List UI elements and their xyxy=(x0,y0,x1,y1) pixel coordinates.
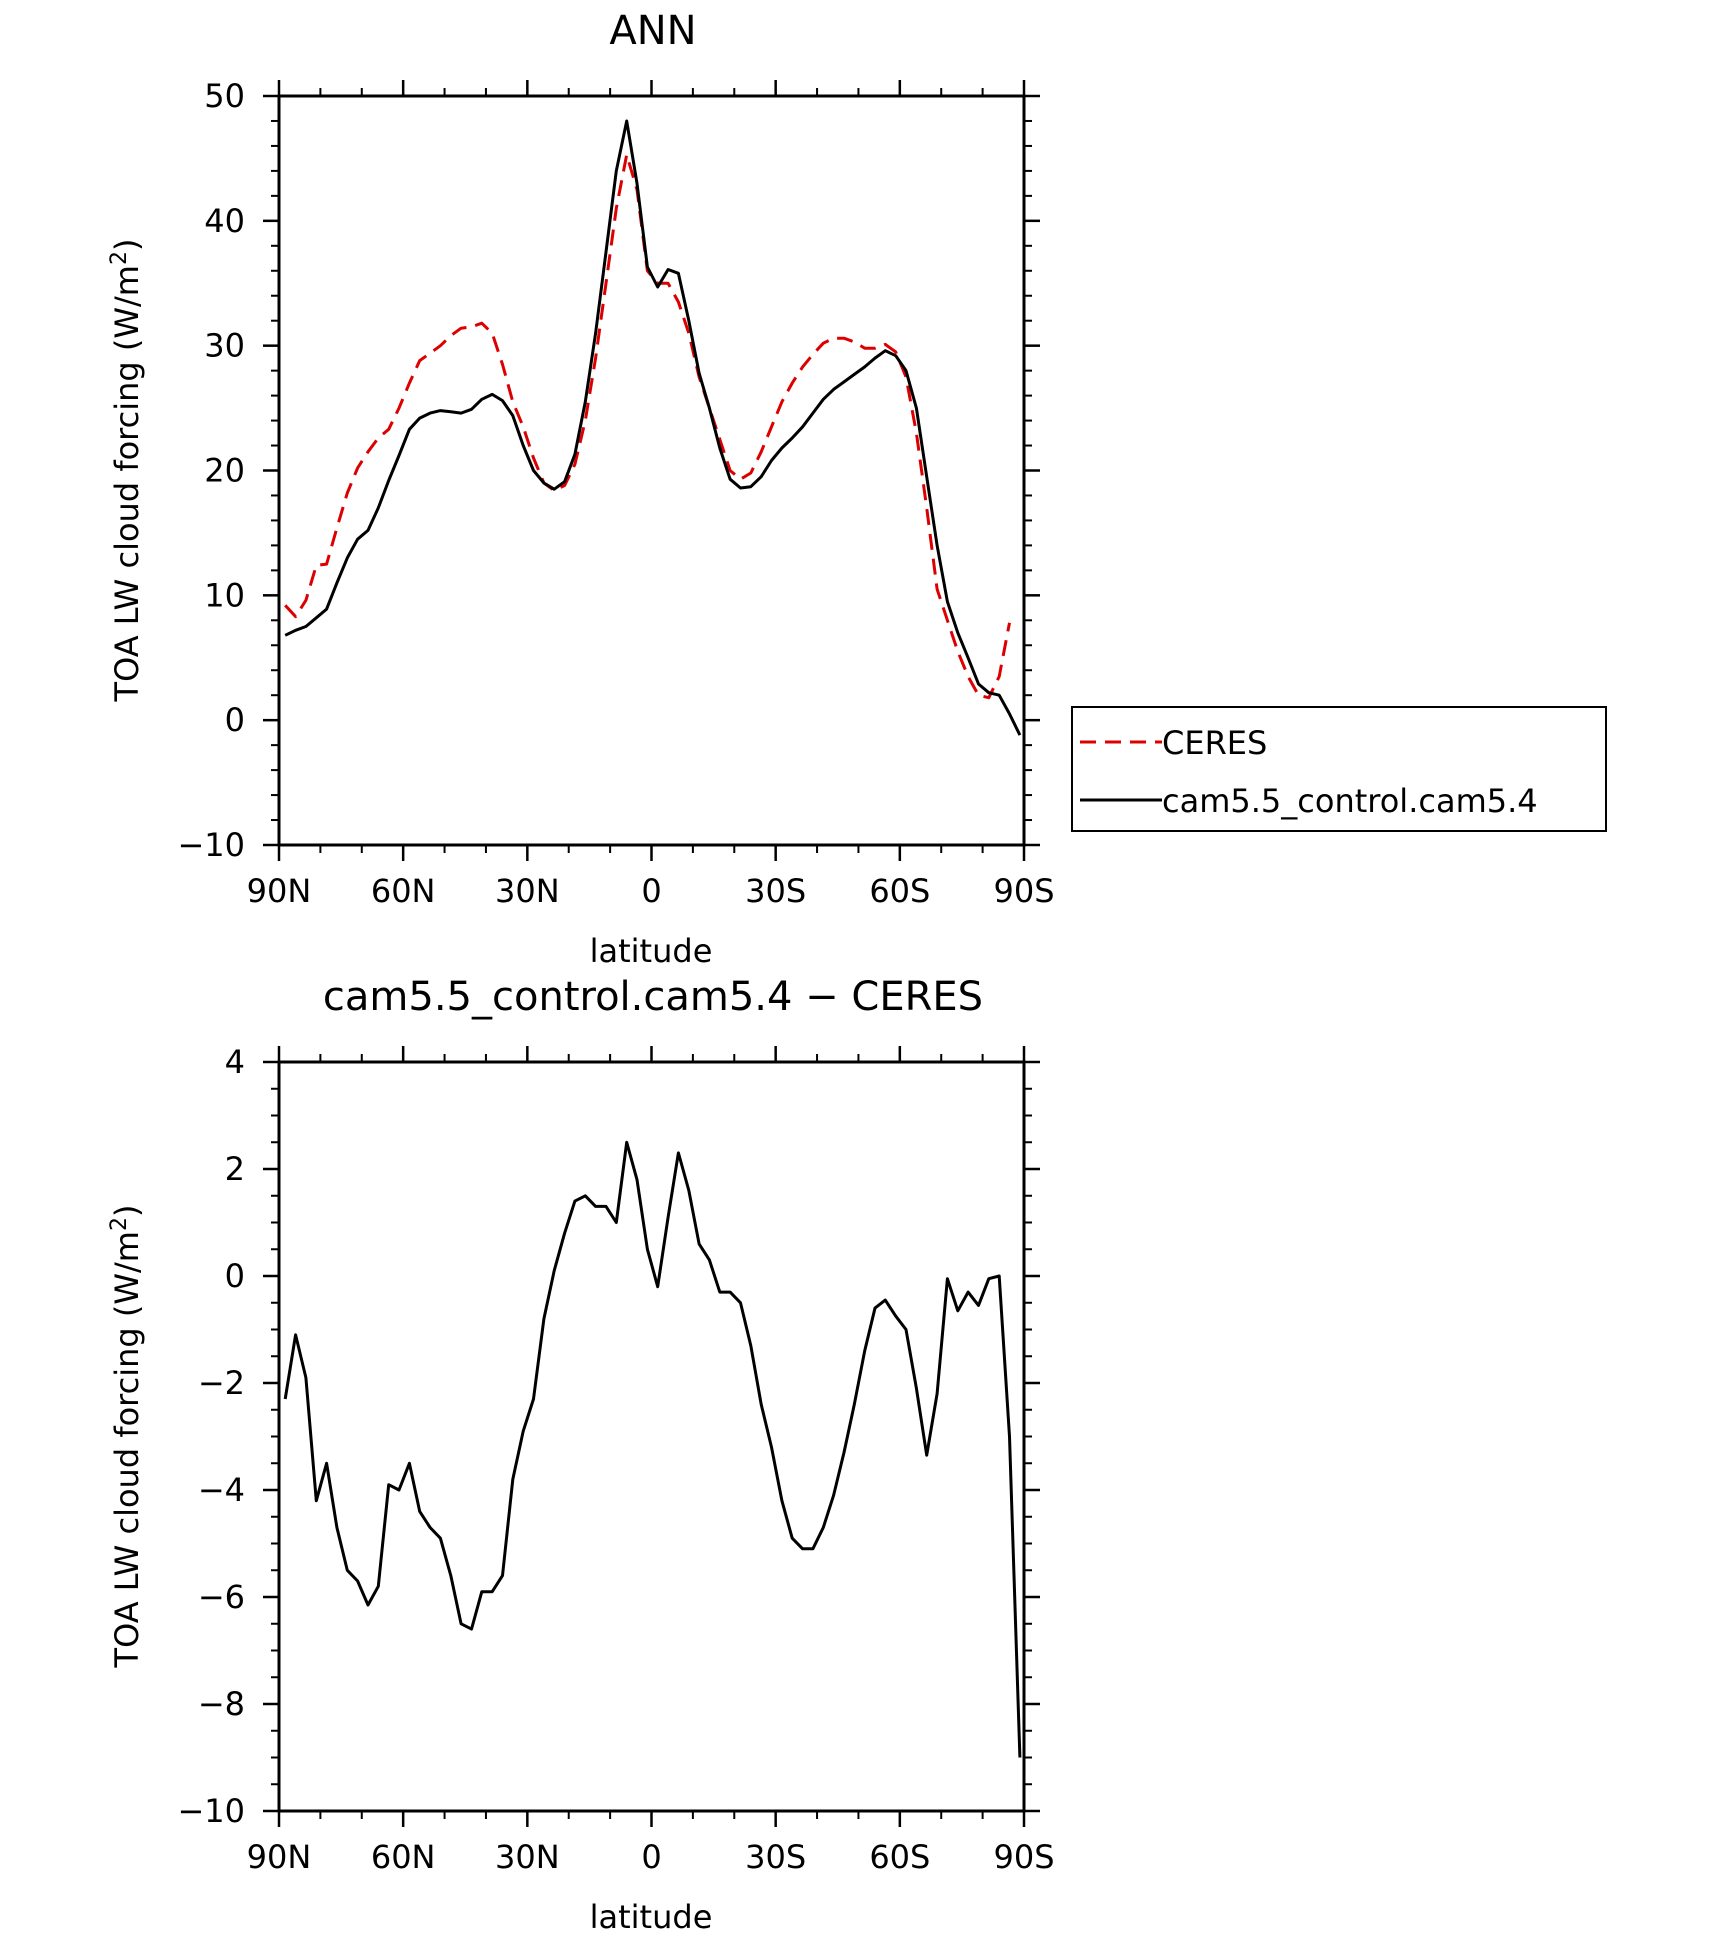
x-tick-label: 60S xyxy=(869,872,930,910)
x-tick-label: 90N xyxy=(247,872,312,910)
y-axis-label: TOA LW cloud forcing (W/m2) xyxy=(107,239,146,703)
series-line xyxy=(284,153,1011,700)
y-tick-label: 0 xyxy=(225,1257,245,1295)
y-axis-label: TOA LW cloud forcing (W/m2) xyxy=(107,1205,146,1669)
y-tick-label: 0 xyxy=(225,701,245,739)
x-tick-label: 90N xyxy=(247,1838,312,1876)
y-tick-label: 20 xyxy=(204,452,245,490)
y-tick-label: −2 xyxy=(198,1364,245,1402)
series-group xyxy=(284,119,1022,736)
y-tick-label: 10 xyxy=(204,576,245,614)
x-tick-label: 30S xyxy=(745,872,806,910)
tick-group: 90N 60N 30N 0 30S 60S 90S −10 0 10 20 30 40 50 xyxy=(177,77,1054,910)
x-tick-label: 60N xyxy=(371,1838,436,1876)
plot-frame xyxy=(277,1060,1026,1813)
y-tick-label: −6 xyxy=(198,1578,245,1616)
series-group xyxy=(283,1140,1022,1758)
y-tick-label: −4 xyxy=(198,1471,245,1509)
legend: CERES cam5.5_control.cam5.4 xyxy=(1071,706,1607,832)
x-tick-label: 0 xyxy=(641,872,661,910)
x-axis-label: latitude xyxy=(590,932,713,970)
x-tick-label: 0 xyxy=(641,1838,661,1876)
x-tick-label: 60N xyxy=(371,872,436,910)
x-axis-label: latitude xyxy=(590,1898,713,1933)
chart-title-difference: cam5.5_control.cam5.4 − CERES xyxy=(323,974,983,1020)
x-tick-label: 30N xyxy=(495,872,560,910)
y-tick-label: −10 xyxy=(177,1792,245,1830)
y-tick-label: −8 xyxy=(198,1685,245,1723)
panel-top: ANN 90N 60N 30N 0 30S 60S 90S −10 0 10 20 30 40 50 la… xyxy=(107,8,1607,970)
y-tick-label: −10 xyxy=(177,826,245,864)
x-tick-label: 30S xyxy=(745,1838,806,1876)
y-tick-label: 30 xyxy=(204,327,245,365)
legend-label-ceres: CERES xyxy=(1162,724,1267,762)
legend-label-model: cam5.5_control.cam5.4 xyxy=(1162,782,1538,820)
x-tick-label: 90S xyxy=(993,872,1054,910)
y-tick-label: 4 xyxy=(225,1043,245,1081)
plot-frame xyxy=(277,94,1026,847)
y-tick-label: 2 xyxy=(225,1150,245,1188)
y-tick-label: 50 xyxy=(204,77,245,115)
chart-title: ANN xyxy=(609,8,696,54)
series-line xyxy=(284,119,1022,736)
x-tick-label: 30N xyxy=(495,1838,560,1876)
x-tick-label: 60S xyxy=(869,1838,930,1876)
tick-group: 90N 60N 30N 0 30S 60S 90S −10 −8 −6 −4 −2 0 2 4 xyxy=(177,1043,1054,1876)
y-tick-label: 40 xyxy=(204,202,245,240)
x-tick-label: 90S xyxy=(993,1838,1054,1876)
series-line xyxy=(283,1140,1022,1758)
legend-box xyxy=(1071,706,1607,832)
panel-bottom: cam5.5_control.cam5.4 − CERES 90N 60N 30N 0… xyxy=(107,974,1055,1933)
